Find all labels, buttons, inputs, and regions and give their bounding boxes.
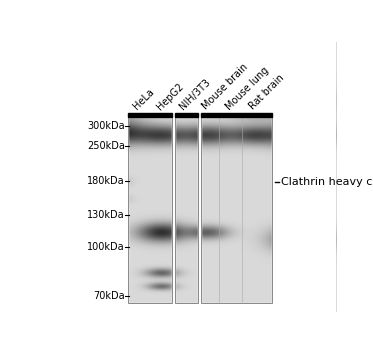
Bar bbox=[128, 42, 272, 118]
Bar bbox=[198, 118, 201, 303]
Text: Mouse brain: Mouse brain bbox=[201, 62, 250, 112]
Text: Clathrin heavy chain: Clathrin heavy chain bbox=[281, 177, 373, 187]
Bar bbox=[175, 118, 198, 303]
Bar bbox=[172, 118, 175, 303]
Text: Rat brain: Rat brain bbox=[247, 73, 286, 112]
Bar bbox=[175, 113, 198, 117]
Bar bbox=[272, 42, 336, 312]
Text: HeLa: HeLa bbox=[131, 87, 156, 112]
Text: 70kDa: 70kDa bbox=[93, 291, 125, 301]
Text: 250kDa: 250kDa bbox=[87, 141, 125, 151]
Text: 300kDa: 300kDa bbox=[87, 121, 125, 131]
Bar bbox=[128, 113, 172, 117]
Bar bbox=[201, 113, 272, 117]
Text: NIH/3T3: NIH/3T3 bbox=[178, 77, 212, 112]
Text: 100kDa: 100kDa bbox=[87, 242, 125, 252]
Text: Mouse lung: Mouse lung bbox=[224, 65, 271, 112]
Bar bbox=[201, 118, 272, 303]
Text: 130kDa: 130kDa bbox=[87, 210, 125, 220]
Bar bbox=[128, 118, 172, 303]
Text: HepG2: HepG2 bbox=[154, 81, 185, 112]
Text: 180kDa: 180kDa bbox=[87, 176, 125, 186]
Bar bbox=[47, 42, 128, 312]
Bar bbox=[128, 303, 272, 312]
